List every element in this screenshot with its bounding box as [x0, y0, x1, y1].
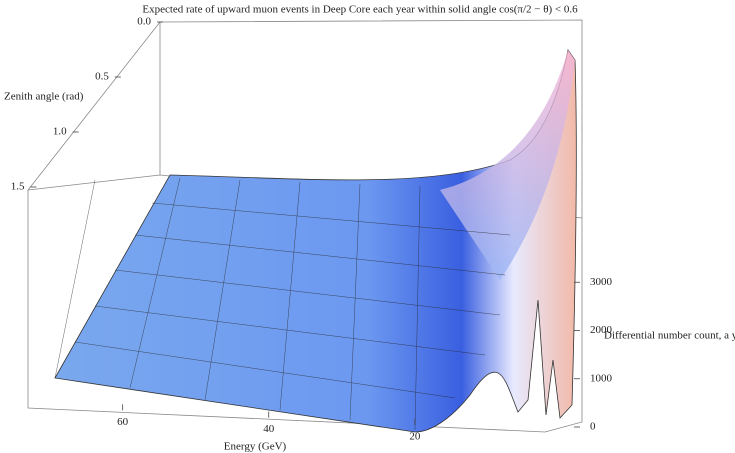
- z-axis-label: Differential number count, a year: [604, 330, 735, 342]
- tick-label: 3000: [590, 276, 613, 288]
- tick-label: 2000: [590, 324, 613, 336]
- tick-label: 20: [409, 430, 421, 442]
- tick-label: 0: [590, 421, 596, 433]
- tick-label: 40: [263, 423, 275, 435]
- y-axis-label: Zenith angle (rad): [4, 91, 84, 103]
- tick-label: 1000: [590, 372, 613, 384]
- tick-label: 60: [117, 416, 129, 428]
- tick-label: 1.0: [53, 126, 67, 138]
- tick-label: 0.0: [137, 16, 151, 28]
- tick-label: 0.5: [95, 71, 109, 83]
- chart-title: Expected rate of upward muon events in D…: [142, 4, 578, 16]
- x-axis-label: Energy (GeV): [224, 441, 287, 453]
- tick-label: 1.5: [11, 181, 25, 193]
- surface: [54, 49, 577, 433]
